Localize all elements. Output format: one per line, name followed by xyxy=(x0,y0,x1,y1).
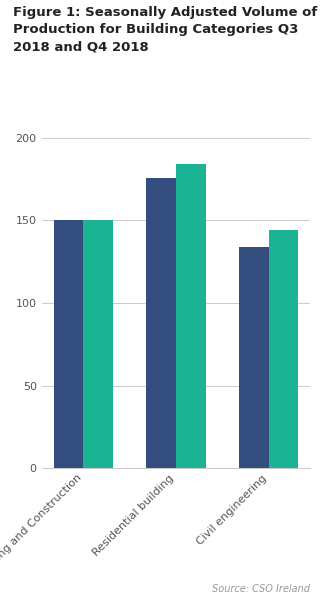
Bar xyxy=(84,220,113,468)
Bar xyxy=(176,164,206,468)
Bar xyxy=(268,230,298,468)
Bar xyxy=(54,220,84,468)
Text: Source: CSO Ireland: Source: CSO Ireland xyxy=(212,584,310,594)
Bar xyxy=(146,178,176,468)
Bar xyxy=(239,247,268,468)
Text: Figure 1: Seasonally Adjusted Volume of
Production for Building Categories Q3
20: Figure 1: Seasonally Adjusted Volume of … xyxy=(13,6,317,53)
